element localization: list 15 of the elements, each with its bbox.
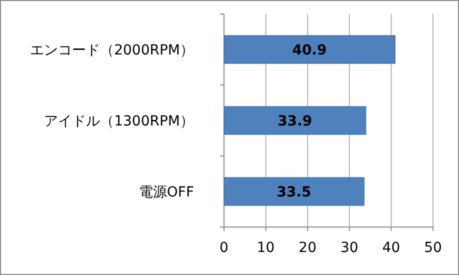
y-tick-label: エンコード（2000RPM）	[30, 42, 194, 58]
data-label: 33.9	[278, 114, 312, 130]
x-tick-label: 50	[424, 240, 442, 256]
bar	[224, 35, 396, 64]
data-label: 40.9	[292, 42, 327, 58]
bar	[224, 106, 366, 135]
x-tick-label: 40	[382, 240, 400, 256]
bar	[224, 177, 365, 206]
x-tick-label: 0	[220, 240, 228, 256]
x-tick-label: 30	[340, 240, 358, 256]
data-label: 33.5	[276, 184, 312, 200]
y-tick-label: アイドル（1300RPM）	[44, 114, 194, 130]
x-tick-label: 20	[298, 240, 317, 256]
x-tick-label: 10	[256, 240, 275, 256]
y-tick-label: 電源OFF	[138, 184, 194, 200]
